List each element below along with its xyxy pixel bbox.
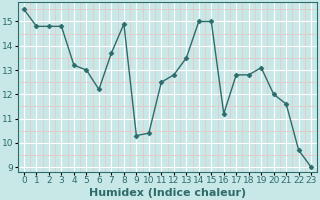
X-axis label: Humidex (Indice chaleur): Humidex (Indice chaleur) — [89, 188, 246, 198]
